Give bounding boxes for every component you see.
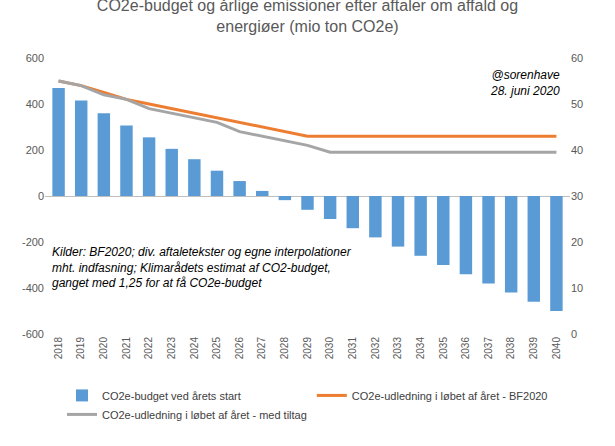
svg-text:2029: 2029: [302, 337, 313, 360]
svg-text:2034: 2034: [415, 337, 426, 360]
svg-text:2026: 2026: [234, 337, 245, 360]
svg-text:-600: -600: [22, 328, 44, 340]
svg-text:2033: 2033: [392, 337, 403, 360]
svg-text:2036: 2036: [460, 337, 471, 360]
svg-text:CO2e-budget ved årets start: CO2e-budget ved årets start: [102, 390, 241, 402]
svg-text:2021: 2021: [121, 337, 132, 360]
svg-text:2027: 2027: [256, 337, 267, 360]
svg-text:Kilder: BF2020; div. aftaletek: Kilder: BF2020; div. aftaletekster og eg…: [52, 245, 352, 290]
svg-text:400: 400: [26, 98, 44, 110]
svg-text:2030: 2030: [324, 337, 335, 360]
svg-text:2024: 2024: [189, 337, 200, 360]
svg-text:@sorenhave28. juni 2020: @sorenhave28. juni 2020: [490, 68, 560, 98]
svg-text:2035: 2035: [438, 337, 449, 360]
svg-text:10: 10: [571, 282, 583, 294]
svg-text:2040: 2040: [551, 337, 562, 360]
svg-text:2018: 2018: [53, 337, 64, 360]
svg-text:20: 20: [571, 236, 583, 248]
svg-text:2037: 2037: [483, 337, 494, 360]
svg-text:60: 60: [571, 52, 583, 64]
svg-text:CO2e-udledning i løbet af året: CO2e-udledning i løbet af året - BF2020: [352, 390, 548, 402]
svg-text:2019: 2019: [75, 337, 86, 360]
svg-text:30: 30: [571, 190, 583, 202]
svg-text:2022: 2022: [143, 337, 154, 360]
svg-text:2031: 2031: [347, 337, 358, 360]
svg-text:2025: 2025: [211, 337, 222, 360]
svg-text:-200: -200: [22, 236, 44, 248]
svg-text:CO2e-budget og årlige emission: CO2e-budget og årlige emissioner efter a…: [97, 0, 518, 35]
svg-text:2038: 2038: [505, 337, 516, 360]
svg-text:0: 0: [38, 190, 44, 202]
svg-text:2039: 2039: [528, 337, 539, 360]
svg-text:600: 600: [26, 52, 44, 64]
svg-text:0: 0: [571, 328, 577, 340]
svg-text:2028: 2028: [279, 337, 290, 360]
svg-text:40: 40: [571, 144, 583, 156]
svg-text:50: 50: [571, 98, 583, 110]
svg-text:CO2e-udledning i løbet af året: CO2e-udledning i løbet af året - med til…: [102, 409, 307, 421]
svg-text:2032: 2032: [370, 337, 381, 360]
svg-text:2020: 2020: [98, 337, 109, 360]
svg-text:200: 200: [26, 144, 44, 156]
svg-text:2023: 2023: [166, 337, 177, 360]
svg-text:-400: -400: [22, 282, 44, 294]
